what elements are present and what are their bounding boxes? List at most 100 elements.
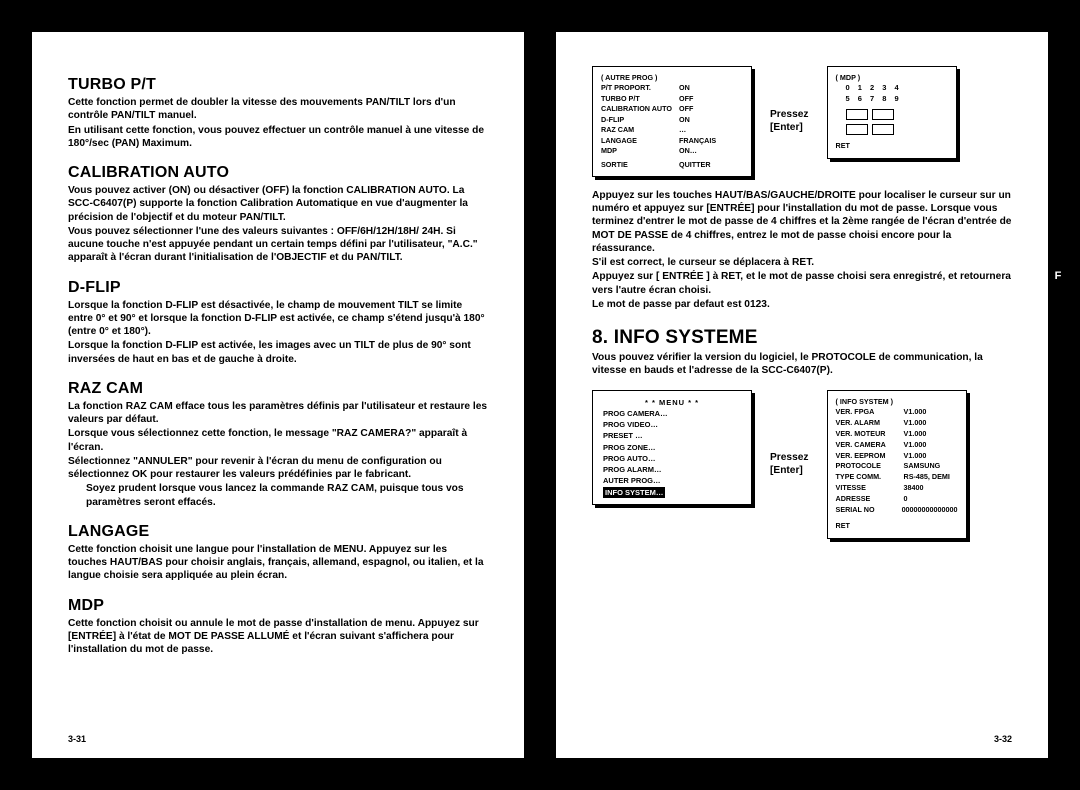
- mdp-slots: [846, 109, 948, 120]
- info-key: TYPE COMM.: [836, 472, 904, 483]
- osd-menu-title: * * MENU * *: [603, 397, 741, 408]
- info-val: V1.000: [904, 451, 927, 462]
- heading-dflip: D-FLIP: [68, 279, 488, 297]
- osd-ret: RET: [836, 141, 948, 151]
- osd-val: ON: [679, 115, 690, 125]
- paragraph: Cette fonction choisit ou annule le mot …: [68, 617, 488, 657]
- info-row: PROTOCOLESAMSUNG: [836, 461, 958, 472]
- mdp-slot: [872, 124, 894, 135]
- mdp-digits-1: 0 1 2 3 4: [846, 83, 948, 94]
- info-val: RS-485, DEMI: [904, 472, 950, 483]
- osd-foot-key: SORTIE: [601, 160, 679, 170]
- osd-row-info: * * MENU * * PROG CAMERA…PROG VIDEO…PRES…: [592, 390, 1012, 540]
- info-row: VER. FPGAV1.000: [836, 407, 958, 418]
- mdp-slot: [872, 109, 894, 120]
- osd-menu-box: * * MENU * * PROG CAMERA…PROG VIDEO…PRES…: [592, 390, 752, 505]
- info-key: VER. FPGA: [836, 407, 904, 418]
- osd-row: MDPON…: [601, 146, 743, 156]
- mdp-slot: [846, 124, 868, 135]
- paragraph: Cette fonction choisit une langue pour l…: [68, 543, 488, 583]
- page-spread: TURBO P/T Cette fonction permet de doubl…: [0, 0, 1080, 790]
- osd-info-system-box: ( INFO SYSTEM ) VER. FPGAV1.000VER. ALAR…: [827, 390, 967, 540]
- page-right: ( AUTRE PROG ) P/T PROPORT.ONTURBO P/TOF…: [556, 32, 1048, 758]
- osd-val: ON: [679, 83, 690, 93]
- osd-mdp: ( MDP ) 0 1 2 3 4 5 6 7 8 9 RET: [827, 66, 957, 159]
- info-key: VER. ALARM: [836, 418, 904, 429]
- heading-calibration: CALIBRATION AUTO: [68, 164, 488, 182]
- osd-title: ( INFO SYSTEM ): [836, 397, 958, 408]
- info-row: VER. MOTEURV1.000: [836, 429, 958, 440]
- page-left: TURBO P/T Cette fonction permet de doubl…: [32, 32, 524, 758]
- paragraph: Lorsque la fonction D-FLIP est activée, …: [68, 339, 488, 366]
- osd-row: CALIBRATION AUTOOFF: [601, 104, 743, 114]
- heading-info-systeme: 8. INFO SYSTEME: [592, 327, 1012, 349]
- osd-key: MDP: [601, 146, 679, 156]
- info-val: 0: [904, 494, 908, 505]
- info-val: V1.000: [904, 407, 927, 418]
- info-val: V1.000: [904, 429, 927, 440]
- osd-menu-item: PRESET …: [603, 430, 741, 441]
- info-val: V1.000: [904, 440, 927, 451]
- osd-key: CALIBRATION AUTO: [601, 104, 679, 114]
- osd-row: RAZ CAM…: [601, 125, 743, 135]
- osd-menu-item: PROG ZONE…: [603, 442, 741, 453]
- paragraph: Lorsque la fonction D-FLIP est désactivé…: [68, 299, 488, 339]
- pressez-label: Pressez [Enter]: [770, 451, 809, 478]
- osd-menu-item: PROG VIDEO…: [603, 419, 741, 430]
- info-row: VER. CAMERAV1.000: [836, 440, 958, 451]
- osd-key: P/T PROPORT.: [601, 83, 679, 93]
- osd-val: …: [679, 125, 686, 135]
- osd-row: LANGAGEFRANÇAIS: [601, 136, 743, 146]
- page-number-right: 3-32: [994, 734, 1012, 744]
- osd-menu-item: PROG ALARM…: [603, 464, 741, 475]
- osd-key: RAZ CAM: [601, 125, 679, 135]
- mdp-digits-2: 5 6 7 8 9: [846, 94, 948, 105]
- osd-key: TURBO P/T: [601, 94, 679, 104]
- heading-langage: LANGAGE: [68, 523, 488, 541]
- paragraph: Vous pouvez vérifier la version du logic…: [592, 351, 1012, 378]
- osd-val: OFF: [679, 104, 693, 114]
- osd-row: D-FLIPON: [601, 115, 743, 125]
- paragraph: En utilisant cette fonction, vous pouvez…: [68, 124, 488, 151]
- side-tab-language: F: [1048, 262, 1068, 290]
- info-row: SERIAL NO00000000000000: [836, 505, 958, 516]
- osd-menu-item: AUTER PROG…: [603, 475, 741, 486]
- paragraph: Vous pouvez sélectionner l'une des valeu…: [68, 225, 488, 265]
- osd-autre-prog: ( AUTRE PROG ) P/T PROPORT.ONTURBO P/TOF…: [592, 66, 752, 177]
- osd-val: OFF: [679, 94, 693, 104]
- info-key: ADRESSE: [836, 494, 904, 505]
- info-row: TYPE COMM.RS-485, DEMI: [836, 472, 958, 483]
- osd-menu-item: PROG CAMERA…: [603, 408, 741, 419]
- info-val: 00000000000000: [902, 505, 958, 516]
- osd-val: ON…: [679, 146, 697, 156]
- osd-title: ( AUTRE PROG ): [601, 73, 743, 83]
- info-key: VITESSE: [836, 483, 904, 494]
- info-key: SERIAL NO: [836, 505, 902, 516]
- paragraph: Lorsque vous sélectionnez cette fonction…: [68, 427, 488, 454]
- osd-key: D-FLIP: [601, 115, 679, 125]
- paragraph: S'il est correct, le curseur se déplacer…: [592, 256, 1012, 269]
- osd-row-mdp: ( AUTRE PROG ) P/T PROPORT.ONTURBO P/TOF…: [592, 66, 1012, 177]
- info-row: VER. EEPROMV1.000: [836, 451, 958, 462]
- info-key: VER. MOTEUR: [836, 429, 904, 440]
- paragraph: Appuyez sur [ ENTRÉE ] à RET, et le mot …: [592, 270, 1012, 297]
- heading-mdp: MDP: [68, 597, 488, 615]
- info-row: VER. ALARMV1.000: [836, 418, 958, 429]
- osd-val: FRANÇAIS: [679, 136, 716, 146]
- info-key: VER. EEPROM: [836, 451, 904, 462]
- info-val: 38400: [904, 483, 924, 494]
- info-row: VITESSE38400: [836, 483, 958, 494]
- info-row: ADRESSE0: [836, 494, 958, 505]
- pressez-label: Pressez [Enter]: [770, 108, 809, 135]
- osd-row: P/T PROPORT.ON: [601, 83, 743, 93]
- paragraph: Le mot de passe par defaut est 0123.: [592, 298, 1012, 311]
- osd-ret: RET: [836, 521, 958, 532]
- osd-key: LANGAGE: [601, 136, 679, 146]
- osd-menu-item: PROG AUTO…: [603, 453, 741, 464]
- mdp-slots: [846, 124, 948, 135]
- paragraph: Cette fonction permet de doubler la vite…: [68, 96, 488, 123]
- info-val: SAMSUNG: [904, 461, 941, 472]
- osd-menu-item-highlight: INFO SYSTEM…: [603, 487, 665, 498]
- paragraph-note: Soyez prudent lorsque vous lancez la com…: [86, 482, 488, 509]
- heading-razcam: RAZ CAM: [68, 380, 488, 398]
